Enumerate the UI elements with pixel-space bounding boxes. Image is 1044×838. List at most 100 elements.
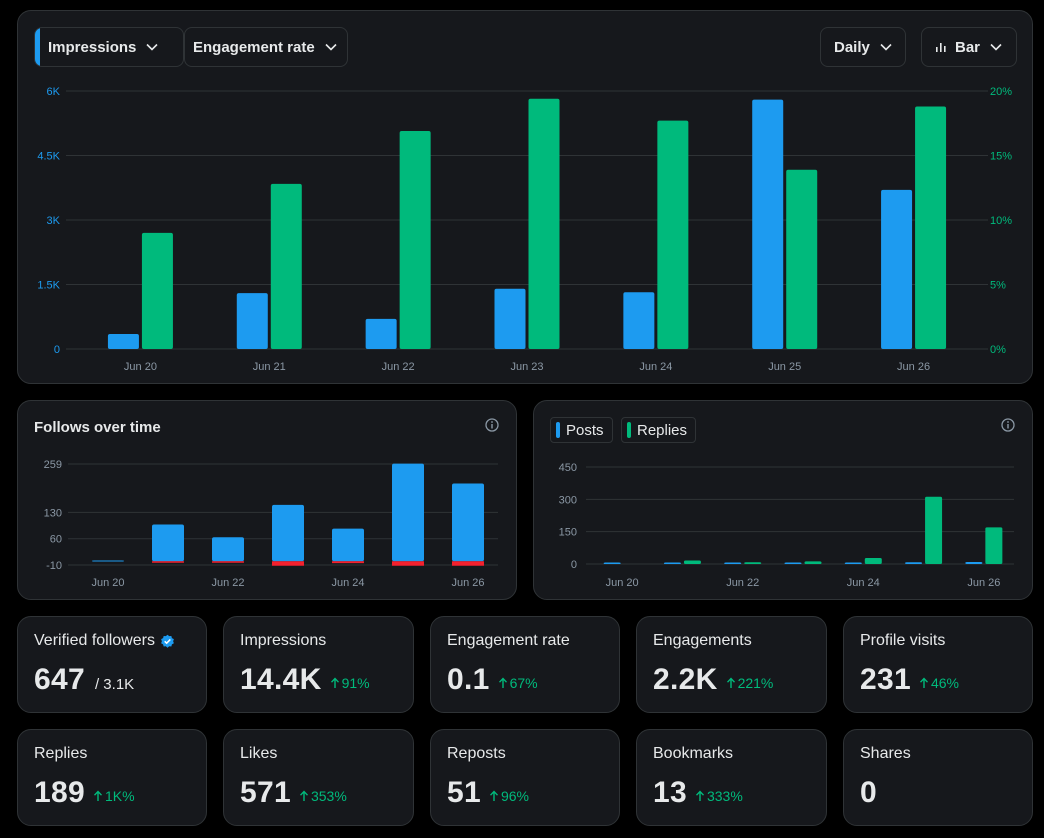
stat-card-verified-followers[interactable]: Verified followers 647 / 3.1K [17,616,207,713]
replies-bar [804,561,822,564]
stat-value: 0.1 [447,663,490,696]
stat-value: 231 [860,663,911,696]
x-tick-label: Jun 22 [211,577,244,589]
stat-label: Engagement rate [447,632,570,649]
metric2-selector[interactable]: Engagement rate [184,27,348,67]
arrow-up-icon [330,677,339,688]
legend-posts[interactable]: Posts [550,417,613,443]
posts-bar [784,562,802,564]
engagement-rate-bar [399,130,431,349]
info-icon[interactable] [1000,417,1016,433]
impressions-bar [881,189,913,349]
impressions-bar [236,293,268,349]
stat-card-shares[interactable]: Shares 0 [843,729,1033,826]
stat-delta: 91% [330,675,370,691]
chart-type-label: Bar [955,38,981,56]
engagement-rate-bar [915,106,947,349]
stat-card-engagement-rate[interactable]: Engagement rate 0.1 67% [430,616,620,713]
x-tick-label: Jun 20 [91,577,124,589]
info-icon[interactable] [484,417,500,433]
stat-card-engagements[interactable]: Engagements 2.2K 221% [636,616,827,713]
follows-card: Follows over time -10 60 130 259 Jun 20 Jun 2… [17,400,517,600]
stat-value-row: 14.4K 91% [240,663,370,697]
follows-bar [212,537,244,562]
unfollows-bar [272,561,304,566]
impressions-bar [752,99,784,349]
stat-label: Profile visits [860,632,946,649]
impressions-bar [623,292,655,349]
chevron-down-icon [880,43,892,51]
stat-card-profile-visits[interactable]: Profile visits 231 46% [843,616,1033,713]
stat-value: 647 [34,663,85,696]
x-tick-label: Jun 26 [967,577,1000,589]
y-tick: 450 [559,462,577,474]
stat-total: / 3.1K [94,676,135,693]
x-tick-label: Jun 24 [331,577,364,589]
metric1-color-indicator [35,28,40,66]
stat-card-impressions[interactable]: Impressions 14.4K 91% [223,616,414,713]
x-tick-label: Jun 25 [768,361,801,373]
stat-delta-value: 67% [509,675,538,691]
arrow-up-icon [726,677,735,688]
replies-bar [864,557,882,564]
stat-value: 14.4K [240,663,322,696]
x-tick-label: Jun 22 [382,361,415,373]
legend-replies[interactable]: Replies [621,417,697,443]
stat-label: Replies [34,745,88,762]
stat-delta: 96% [489,788,529,804]
posts-bar [603,562,621,564]
engagement-rate-bar [786,169,818,349]
verified-badge-icon [161,634,174,648]
stat-card-bookmarks[interactable]: Bookmarks 13 333% [636,729,827,826]
interval-selector[interactable]: Daily [820,27,906,67]
y-tick: 300 [559,494,577,506]
stat-delta-value: 221% [737,675,774,691]
chart-type-selector[interactable]: Bar [921,27,1017,67]
stat-card-replies[interactable]: Replies 189 1K% [17,729,207,826]
y-tick-right: 10% [990,215,1012,227]
chevron-down-icon [325,43,337,51]
y-tick: 150 [559,527,577,539]
engagement-rate-bar [270,183,302,349]
y-tick-left: 0 [54,344,60,356]
stat-delta-value: 353% [310,788,347,804]
stat-label: Impressions [240,632,327,649]
impressions-bar [365,318,397,349]
chevron-down-icon [990,43,1002,51]
x-tick-label: Jun 21 [253,361,286,373]
follows-bar [392,463,424,562]
posts-bar [905,562,923,564]
stat-delta: 1K% [93,788,135,804]
x-tick-label: Jun 26 [897,361,930,373]
unfollows-bar [392,561,424,566]
activity-card: Posts Replies 0 150 300 450 Jun 20 Jun 22 Jun … [533,400,1033,600]
stat-label-container: Verified followers [34,632,175,650]
stat-delta: 333% [695,788,743,804]
x-tick-label: Jun 26 [451,577,484,589]
unfollows-bar [212,561,244,563]
unfollows-bar [332,561,364,564]
posts-bar [844,562,862,564]
unfollows-bar [452,561,484,566]
engagement-rate-bar [657,120,689,349]
chevron-down-icon [146,43,158,51]
posts-bar [965,562,983,564]
y-tick: 130 [44,507,62,519]
stat-value: 571 [240,776,291,809]
stat-value: 2.2K [653,663,718,696]
replies-bar [985,527,1003,564]
stat-card-reposts[interactable]: Reposts 51 96% [430,729,620,826]
interval-label: Daily [834,38,870,56]
stat-label: Verified followers [34,632,155,649]
stat-value: 189 [34,776,85,809]
engagement-rate-bar [528,98,560,350]
stat-card-likes[interactable]: Likes 571 353% [223,729,414,826]
replies-bar [925,496,943,564]
stat-value: 13 [653,776,687,809]
legend-replies-label: Replies [637,421,688,439]
stat-value-row: 0 [860,776,877,810]
metric1-selector[interactable]: Impressions [34,27,184,67]
replies-color-indicator [627,422,631,438]
y-tick-left: 6K [47,86,61,98]
